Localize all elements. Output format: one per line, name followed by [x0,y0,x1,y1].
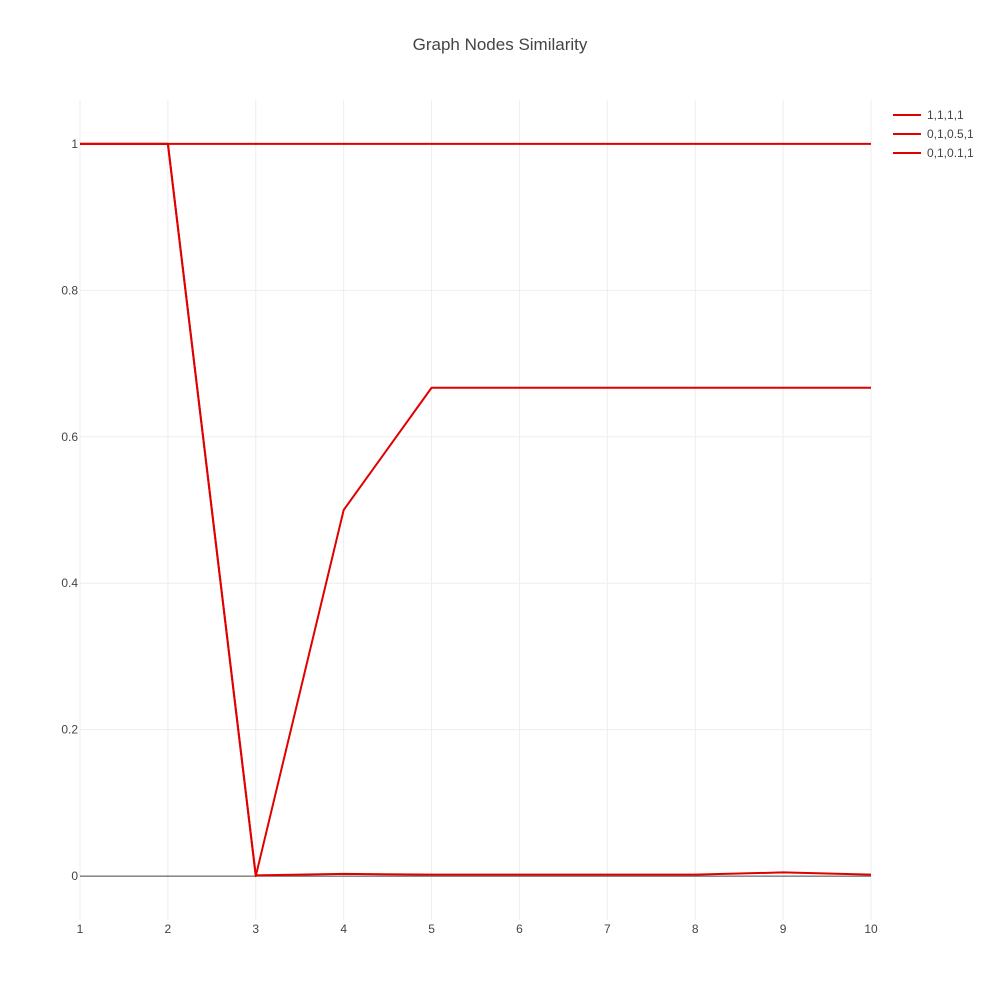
y-tick-label: 0.8 [61,283,78,297]
legend-label: 0,1,0.5,1 [927,127,974,141]
x-tick-label: 10 [864,922,878,936]
gridlines [79,100,872,920]
legend-label: 0,1,0.1,1 [927,146,974,160]
series-lines [80,142,872,878]
y-tick-label: 0.2 [61,723,78,737]
legend-item[interactable]: 0,1,0.5,1 [893,127,974,141]
x-tick-label: 2 [165,922,172,936]
x-tick-label: 7 [604,922,611,936]
x-axis-ticks: 1 2 3 4 5 6 7 8 9 10 [77,922,878,936]
legend-item[interactable]: 0,1,0.1,1 [893,146,974,160]
legend-label: 1,1,1,1 [927,108,964,122]
series-line-2[interactable] [80,142,871,878]
series-line-3[interactable] [80,142,872,877]
x-tick-label: 3 [252,922,259,936]
x-tick-label: 8 [692,922,699,936]
x-tick-label: 4 [340,922,347,936]
y-tick-label: 0 [71,869,78,883]
x-tick-label: 5 [428,922,435,936]
x-tick-label: 1 [77,922,84,936]
y-axis-ticks: 0 0.2 0.4 0.6 0.8 1 [61,137,78,883]
legend[interactable]: 1,1,1,1 0,1,0.5,1 0,1,0.1,1 [893,108,974,160]
chart-title: Graph Nodes Similarity [413,35,588,54]
x-tick-label: 6 [516,922,523,936]
y-tick-label: 1 [71,137,78,151]
x-tick-label: 9 [780,922,787,936]
legend-item[interactable]: 1,1,1,1 [893,108,964,122]
y-tick-label: 0.6 [61,430,78,444]
y-tick-label: 0.4 [61,576,78,590]
